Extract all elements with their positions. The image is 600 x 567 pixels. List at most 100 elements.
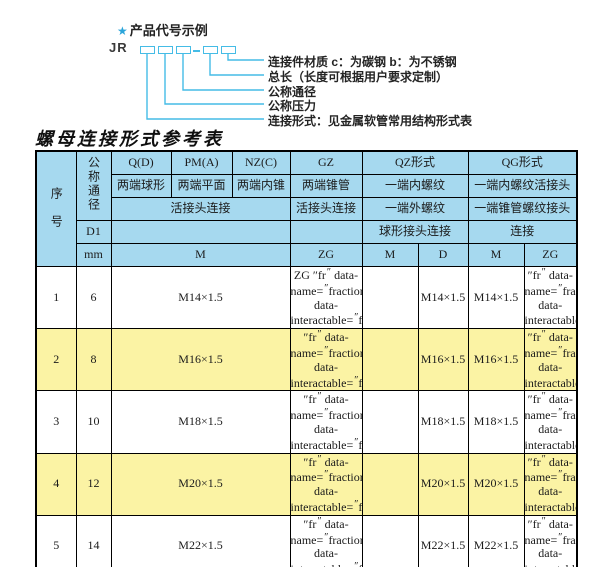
inch-mark: ″ bbox=[527, 330, 533, 345]
cell-qz-d: M20×1.5 bbox=[417, 452, 469, 516]
cell-m: M16×1.5 bbox=[110, 328, 291, 392]
header-m1: M bbox=[110, 243, 291, 267]
header-d: D bbox=[417, 243, 469, 267]
inch-mark: ″ bbox=[558, 531, 563, 543]
cell-qg-zg: ″fr″ data-name=″fraction″ data-interacta… bbox=[523, 452, 578, 516]
cell-qg-zg: ″fr″ data-name=″fraction″ data-interacta… bbox=[523, 328, 578, 392]
header-nz-desc: 两端内锥 bbox=[231, 174, 291, 198]
header-empty-left bbox=[110, 220, 291, 244]
header-pm-desc: 两端平面 bbox=[170, 174, 233, 198]
cell-qz-d: M18×1.5 bbox=[417, 390, 469, 454]
header-union-left: 活接头连接 bbox=[110, 197, 291, 221]
header-qg: QG形式 bbox=[467, 150, 578, 175]
inch-mark: ″ bbox=[303, 454, 309, 469]
header-qz-desc2: 一端外螺纹 bbox=[361, 197, 469, 221]
code-label-material: 连接件材质 c：为碳钢 b：为不锈钢 bbox=[268, 55, 457, 69]
header-gz-desc: 两端锥管 bbox=[289, 174, 363, 198]
cell-qg-m: M22×1.5 bbox=[467, 514, 525, 567]
cell-qz-d: M14×1.5 bbox=[417, 265, 469, 330]
cell-qg-zg: ″fr″ data-name=″fraction″ data-interacta… bbox=[523, 514, 578, 567]
header-dn-text: 公称通径 bbox=[86, 156, 101, 213]
header-pm: PM(A) bbox=[170, 150, 233, 175]
cell-qg-m: M16×1.5 bbox=[467, 328, 525, 392]
inch-mark: ″ bbox=[527, 268, 533, 282]
diagram-title-text: 产品代号示例 bbox=[129, 23, 208, 38]
cell-dn: 10 bbox=[75, 390, 112, 454]
inch-mark: ″ bbox=[354, 561, 359, 567]
cell-qz-m bbox=[361, 514, 419, 567]
inch-mark: ″ bbox=[354, 374, 359, 386]
inch-mark: ″ bbox=[354, 436, 359, 448]
cell-dn: 6 bbox=[75, 265, 112, 330]
cell-seq: 5 bbox=[35, 514, 77, 567]
code-box-1 bbox=[140, 46, 155, 54]
cell-seq: 4 bbox=[35, 452, 77, 516]
header-m3: M bbox=[467, 243, 525, 267]
cell-qg-m: M14×1.5 bbox=[467, 265, 525, 330]
connector-lines-icon bbox=[146, 54, 264, 120]
header-qg-desc: 一端内螺纹活接头 bbox=[467, 174, 578, 198]
inch-mark: ″ bbox=[558, 407, 563, 419]
cell-dn: 8 bbox=[75, 328, 112, 392]
header-qz-conn: 球形接头连接 bbox=[361, 220, 469, 244]
inch-mark: ″ bbox=[354, 498, 359, 510]
header-q-desc: 两端球形 bbox=[110, 174, 172, 198]
header-qg-desc2: 一端锥管螺纹接头 bbox=[467, 197, 578, 221]
header-row-2: 两端球形 两端平面 两端内锥 两端锥管 一端内螺纹 一端内螺纹活接头 bbox=[36, 174, 578, 198]
cell-gz-zg: ″fr″ data-name=″fraction″ data-interacta… bbox=[289, 452, 363, 516]
cell-qz-d: M22×1.5 bbox=[417, 514, 469, 567]
header-qz-desc: 一端内螺纹 bbox=[361, 174, 469, 198]
cell-qg-m: M20×1.5 bbox=[467, 452, 525, 516]
inch-mark: ″ bbox=[324, 469, 329, 481]
cell-qz-d: M16×1.5 bbox=[417, 328, 469, 392]
cell-m: M14×1.5 bbox=[110, 265, 291, 330]
inch-mark: ″ bbox=[527, 392, 533, 407]
header-row-5: mm M ZG M D M ZG bbox=[36, 243, 578, 267]
code-dash bbox=[193, 50, 200, 52]
cell-gz-zg: ″fr″ data-name=″fraction″ data-interacta… bbox=[289, 390, 363, 454]
header-union-gz: 活接头连接 bbox=[289, 197, 363, 221]
inch-mark: ″ bbox=[317, 329, 322, 341]
code-label-diameter: 公称通径 bbox=[268, 85, 317, 99]
code-prefix: JR bbox=[109, 40, 128, 55]
inch-mark: ″ bbox=[303, 330, 309, 345]
code-box-3 bbox=[176, 46, 191, 54]
cell-qg-m: M18×1.5 bbox=[467, 390, 525, 454]
cell-m: M18×1.5 bbox=[110, 390, 291, 454]
code-label-connection: 连接形式：见金属软管常用结构形式表 bbox=[268, 114, 473, 128]
cell-seq: 2 bbox=[35, 328, 77, 392]
table-title: 螺母连接形式参考表 bbox=[35, 129, 224, 149]
code-label-length: 总长（长度可根据用户要求定制） bbox=[268, 70, 449, 84]
cell-gz-zg: ZG ″fr″ data-name=″fraction″ data-intera… bbox=[289, 265, 363, 330]
inch-mark: ″ bbox=[324, 531, 329, 543]
header-qg-conn: 连接 bbox=[467, 220, 578, 244]
inch-mark: ″ bbox=[541, 329, 546, 341]
inch-mark: ″ bbox=[324, 282, 329, 294]
header-d1: D1 bbox=[75, 220, 112, 244]
code-box-2 bbox=[158, 46, 173, 54]
inch-mark: ″ bbox=[326, 267, 332, 278]
inch-mark: ″ bbox=[354, 312, 359, 324]
nut-connection-table: 序号 公称通径 Q(D) PM(A) NZ(C) GZ QZ形式 QG形式 两端… bbox=[35, 150, 578, 567]
cell-seq: 1 bbox=[35, 265, 77, 330]
cell-dn: 14 bbox=[75, 514, 112, 567]
header-row-3: 活接头连接 活接头连接 一端外螺纹 一端锥管螺纹接头 bbox=[36, 197, 578, 221]
inch-mark: ″ bbox=[317, 515, 322, 527]
header-empty-gz bbox=[289, 220, 363, 244]
header-zg1: ZG bbox=[289, 243, 363, 267]
inch-mark: ″ bbox=[312, 268, 318, 282]
header-row-4: D1 球形接头连接 连接 bbox=[36, 220, 578, 244]
inch-mark: ″ bbox=[303, 392, 309, 407]
cell-seq: 3 bbox=[35, 390, 77, 454]
header-zg2: ZG bbox=[523, 243, 578, 267]
cell-qz-m bbox=[361, 452, 419, 516]
cell-dn: 12 bbox=[75, 452, 112, 516]
header-q: Q(D) bbox=[110, 150, 172, 175]
code-box-5 bbox=[221, 46, 236, 54]
header-seq-text: 序号 bbox=[49, 187, 64, 244]
